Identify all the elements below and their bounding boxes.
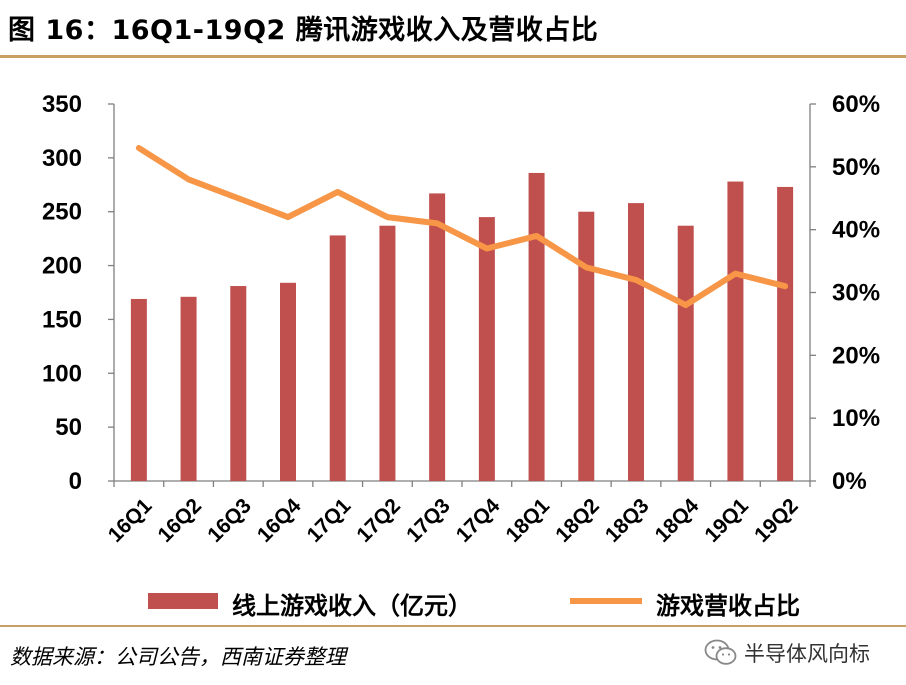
category-label: 17Q4 [452,494,505,547]
category-label: 19Q1 [700,494,753,547]
line-point [782,283,788,289]
right-tick-label: 50% [832,154,880,181]
right-tick-label: 60% [832,91,880,118]
line-point [384,214,391,220]
bar [329,235,346,481]
bar [528,172,545,481]
left-tick-label: 250 [42,199,82,226]
left-tick-label: 0 [69,468,82,495]
line-point [484,245,490,252]
category-label: 18Q1 [502,494,555,547]
wechat-icon [704,639,737,665]
category-label: 19Q2 [750,494,803,547]
bar [777,186,794,481]
share-line [135,144,789,309]
line-point [235,195,241,201]
line-point [683,302,689,308]
chart-legend: 线上游戏收入（亿元） 游戏营收占比 [0,586,906,620]
source-note: 数据来源：公司公告，西南证券整理 [10,645,346,669]
category-label: 18Q4 [651,494,704,547]
legend-line-label: 游戏营收占比 [656,592,800,620]
bar [578,211,595,481]
legend-bar-swatch [148,593,218,609]
left-tick-label: 100 [42,360,82,387]
line-point [285,214,291,220]
line-point [633,277,639,283]
right-tick-label: 40% [832,217,880,244]
title-divider [0,55,906,58]
line-point [335,189,341,195]
line-point [185,176,192,182]
category-label: 18Q3 [601,494,654,547]
bar [727,181,744,481]
right-tick-label: 10% [832,405,880,432]
bar [379,225,396,481]
line-point [434,220,440,226]
left-tick-label: 200 [42,253,82,280]
left-tick-label: 150 [42,306,82,333]
right-tick-label: 30% [832,280,880,307]
watermark-text: 半导体风向标 [744,642,870,666]
bar [180,296,197,481]
category-label: 16Q2 [154,494,207,547]
bar [429,193,446,481]
left-tick-label: 350 [42,91,82,118]
right-tick-label: 20% [832,342,880,369]
combo-chart: 0 50 100 150 200 250 300 350 0% 10% 20% 30% 40% 50% 60… [42,91,880,547]
category-label: 16Q3 [203,494,256,547]
bar [677,225,694,481]
category-label: 18Q2 [551,494,604,547]
category-label: 16Q1 [104,494,157,547]
category-label: 16Q4 [253,494,306,547]
category-label: 17Q2 [352,494,405,547]
bar [130,298,147,481]
line-point [136,145,142,151]
bar [478,217,495,481]
watermark: 半导体风向标 [704,636,870,670]
legend-line-swatch [570,598,642,604]
left-tick-label: 300 [42,145,82,172]
category-label: 17Q1 [303,494,356,547]
line-point [583,264,589,270]
category-label: 17Q3 [402,494,455,547]
bar [628,203,644,481]
chart-title: 图 16：16Q1-19Q2 腾讯游戏收入及营收占比 [8,15,599,46]
line-point [732,271,739,277]
right-tick-label: 0% [832,468,867,495]
line-point [533,233,540,239]
footer-divider [0,625,906,627]
bar [280,282,296,481]
left-tick-label: 50 [55,414,82,441]
bar [230,286,247,481]
legend-bar-label: 线上游戏收入（亿元） [232,592,472,620]
